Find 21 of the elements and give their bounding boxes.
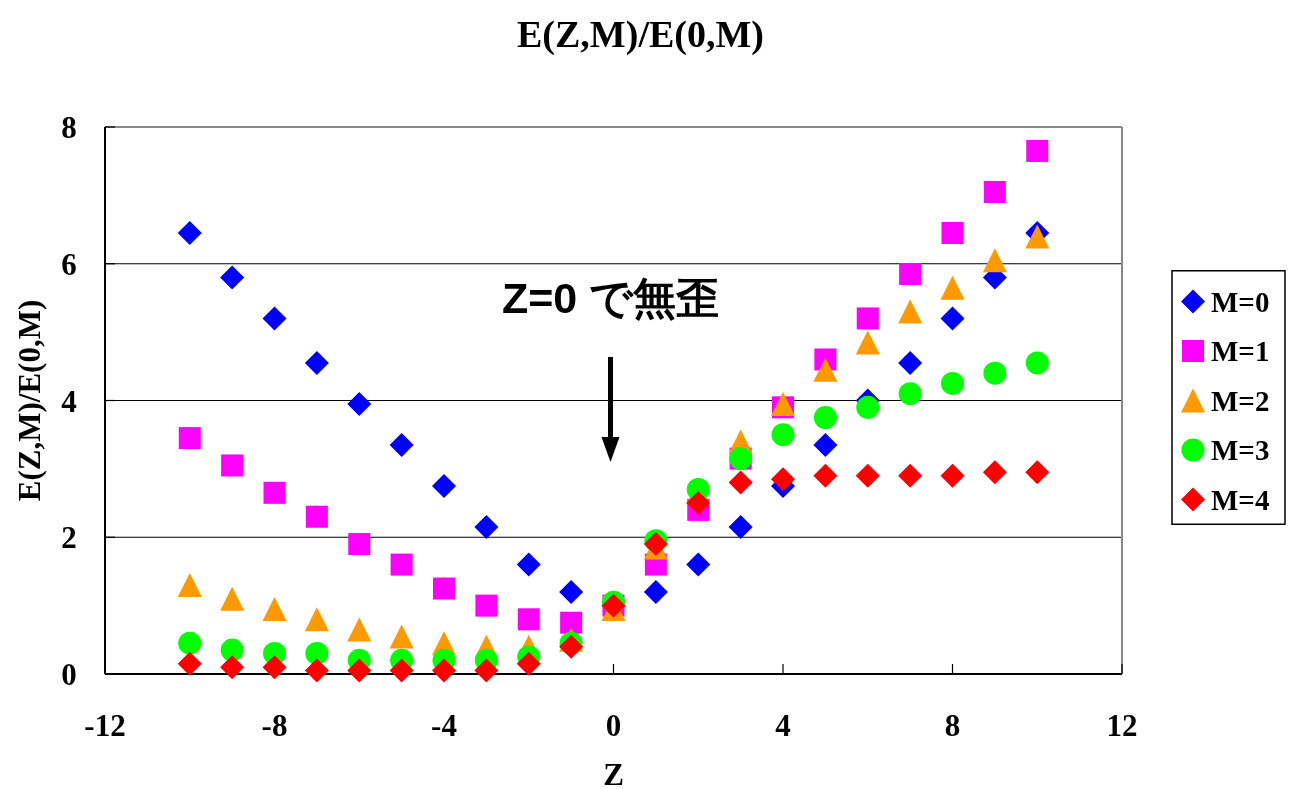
x-tick-label: 0 [605, 708, 622, 743]
title: E(Z,M)/E(0,M) [517, 13, 764, 55]
x-tick-label: -8 [261, 708, 288, 743]
y-tick-label: 0 [61, 657, 77, 692]
x-tick-label: 12 [1106, 708, 1138, 743]
legend-label: M=0 [1211, 285, 1270, 318]
legend-label: M=1 [1211, 335, 1270, 367]
x-title: Z [603, 757, 624, 789]
x-tick-label: 4 [775, 708, 791, 743]
y-tick-label: 6 [61, 246, 77, 282]
annotation: Z=0 で無歪 [501, 274, 720, 322]
y-tick-label: 4 [61, 383, 77, 419]
y-tick-label: 2 [61, 520, 77, 556]
x-tick-label: -4 [431, 708, 457, 743]
legend-label: M=4 [1211, 483, 1270, 516]
y-tick-label: 8 [61, 110, 77, 145]
legend-label: M=3 [1211, 434, 1270, 466]
y-title: E(Z,M)/E(0,M) [12, 299, 47, 502]
x-tick-label: -12 [84, 708, 126, 743]
legend-label: M=2 [1211, 384, 1270, 417]
x-tick-label: 8 [944, 708, 961, 743]
